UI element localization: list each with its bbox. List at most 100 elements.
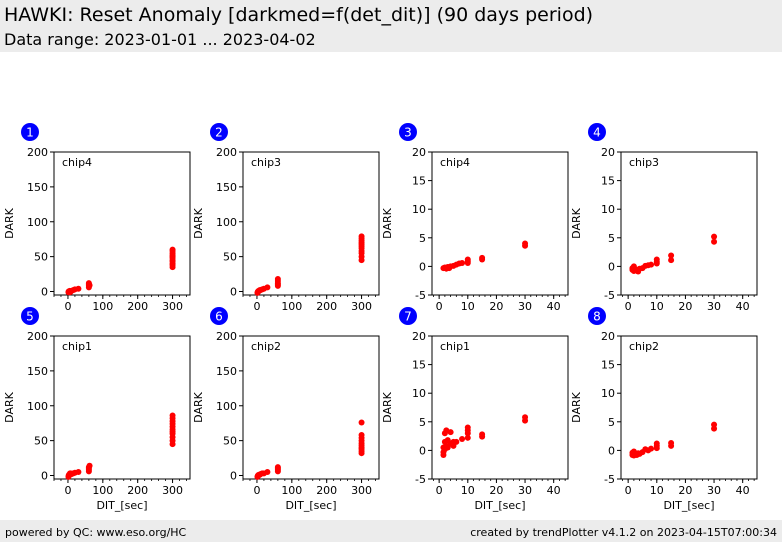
chip-label: chip2 [629, 340, 659, 353]
data-point [453, 438, 460, 445]
panel-badge [210, 307, 228, 325]
y-tick-label: 20 [601, 330, 615, 343]
y-tick-label: -5 [415, 289, 426, 302]
y-tick-label: 20 [412, 146, 426, 159]
data-point [668, 252, 675, 259]
y-tick-label: 20 [412, 330, 426, 343]
x-axis-label: DIT_[sec] [96, 499, 147, 512]
x-tick-label: 0 [436, 484, 443, 497]
y-tick-label: 20 [601, 146, 615, 159]
y-tick-label: 200 [216, 330, 237, 343]
y-tick-label: 50 [223, 251, 237, 264]
data-point [274, 464, 281, 471]
y-tick-label: 50 [34, 251, 48, 264]
x-tick-label: 0 [436, 300, 443, 313]
data-point [86, 462, 93, 469]
data-point [648, 261, 655, 268]
y-tick-label: 150 [27, 365, 48, 378]
y-axis-label: DARK [192, 391, 205, 422]
data-point [464, 434, 471, 441]
y-tick-label: 150 [216, 181, 237, 194]
x-tick-label: 300 [162, 300, 183, 313]
x-axis-label: DIT_[sec] [474, 499, 525, 512]
data-point [86, 282, 93, 289]
panel-badge-label: 4 [593, 126, 601, 140]
x-tick-label: 300 [351, 484, 372, 497]
data-point [653, 440, 660, 447]
footer-generator: created by trendPlotter v4.1.2 on 2023-0… [470, 526, 777, 539]
x-tick-label: 10 [461, 300, 475, 313]
y-tick-label: 150 [27, 181, 48, 194]
y-tick-label: 150 [216, 365, 237, 378]
y-tick-label: 15 [601, 359, 615, 372]
panel-badge [399, 123, 417, 141]
plot-frame [620, 151, 758, 296]
y-tick-label: 15 [412, 175, 426, 188]
panel-badge [210, 123, 228, 141]
y-tick-label: 0 [41, 286, 48, 299]
data-point [522, 240, 529, 247]
x-tick-label: 100 [92, 484, 113, 497]
plot-frame [431, 335, 569, 480]
x-tick-label: 200 [316, 484, 337, 497]
page-subtitle: Data range: 2023-01-01 ... 2023-04-02 [4, 30, 316, 49]
x-tick-label: 30 [518, 484, 532, 497]
x-tick-label: 40 [736, 484, 750, 497]
y-tick-label: 0 [419, 444, 426, 457]
data-point [169, 246, 176, 253]
panel-badge-label: 8 [593, 310, 601, 324]
y-tick-label: 10 [601, 387, 615, 400]
y-tick-label: 50 [34, 435, 48, 448]
y-tick-label: 200 [216, 146, 237, 159]
y-tick-label: 5 [608, 232, 615, 245]
y-axis-label: DARK [3, 207, 16, 238]
y-tick-label: 10 [412, 387, 426, 400]
chip-label: chip3 [629, 156, 659, 169]
data-point [668, 257, 675, 264]
chip-label: chip4 [440, 156, 470, 169]
panel-badge [21, 307, 39, 325]
y-axis-label: DARK [570, 207, 583, 238]
x-axis-label: DIT_[sec] [663, 499, 714, 512]
x-tick-label: 0 [625, 484, 632, 497]
y-tick-label: 10 [601, 203, 615, 216]
x-tick-label: 40 [547, 300, 561, 313]
y-tick-label: 200 [27, 330, 48, 343]
panel-badge-label: 7 [404, 310, 412, 324]
chip-label: chip2 [251, 340, 281, 353]
data-point [274, 275, 281, 282]
x-tick-label: 100 [281, 300, 302, 313]
y-tick-label: 0 [230, 470, 237, 483]
x-tick-label: 0 [64, 300, 71, 313]
x-tick-label: 0 [253, 300, 260, 313]
panel-badge [21, 123, 39, 141]
x-tick-label: 40 [547, 484, 561, 497]
x-tick-label: 40 [736, 300, 750, 313]
data-point [447, 429, 454, 436]
x-tick-label: 300 [351, 300, 372, 313]
y-tick-label: 200 [27, 146, 48, 159]
data-point [464, 424, 471, 431]
data-point [358, 432, 365, 439]
plot-frame [620, 335, 758, 480]
x-tick-label: 100 [92, 300, 113, 313]
y-tick-label: 100 [27, 400, 48, 413]
y-tick-label: -5 [604, 473, 615, 486]
data-point [358, 419, 365, 426]
plot-frame [53, 151, 191, 296]
page-title: HAWKI: Reset Anomaly [darkmed=f(det_dit)… [4, 4, 594, 26]
x-tick-label: 0 [625, 300, 632, 313]
x-tick-label: 300 [162, 484, 183, 497]
header: HAWKI: Reset Anomaly [darkmed=f(det_dit)… [0, 0, 782, 52]
x-tick-label: 200 [127, 300, 148, 313]
data-point [668, 439, 675, 446]
panel-badge [399, 307, 417, 325]
x-tick-label: 30 [518, 300, 532, 313]
y-tick-label: 0 [419, 260, 426, 273]
chip-label: chip3 [251, 156, 281, 169]
y-tick-label: 5 [419, 232, 426, 245]
x-tick-label: 100 [281, 484, 302, 497]
